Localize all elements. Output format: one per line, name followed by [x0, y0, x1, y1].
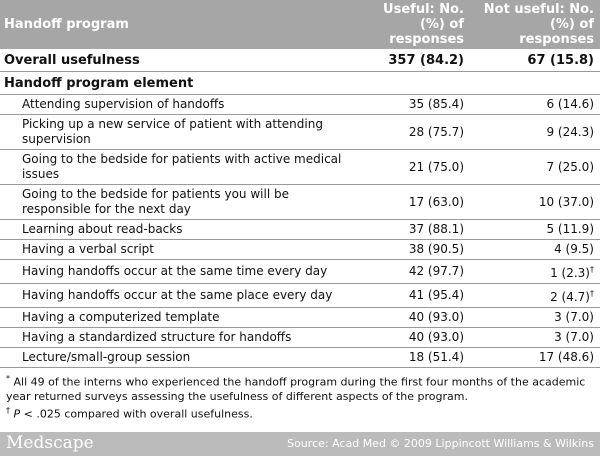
cell-value: 35 (85.4) — [408, 97, 464, 111]
cell-value: 3 (7.0) — [554, 330, 594, 344]
useful-cell: 40 (93.0) — [362, 307, 470, 328]
table-row: Having a computerized template 40 (93.0) 3… — [0, 307, 600, 328]
footer: Medscape Source: Acad Med © 2009 Lippinc… — [0, 432, 600, 456]
useful-cell: 40 (93.0) — [362, 327, 470, 348]
useful-cell: 28 (75.7) — [362, 114, 470, 150]
row-label: Learning about read-backs — [0, 219, 362, 240]
not-useful-cell: 67 (15.8) — [470, 49, 600, 72]
overall-row: Overall usefulness 357 (84.2) 67 (15.8) — [0, 49, 600, 72]
not-useful-cell: 17 (48.6) — [470, 347, 600, 368]
cell-value: 6 (14.6) — [546, 97, 594, 111]
footnote: * All 49 of the interns who experienced … — [6, 372, 594, 404]
row-label: Having handoffs occur at the same place … — [0, 283, 362, 308]
useful-cell: 38 (90.5) — [362, 239, 470, 260]
not-useful-cell: 4 (9.5) — [470, 239, 600, 260]
not-useful-cell: 9 (24.3) — [470, 114, 600, 150]
cell-value: 40 (93.0) — [408, 310, 464, 324]
table-row: Picking up a new service of patient with… — [0, 114, 600, 150]
footnote-mark: * — [6, 374, 10, 383]
table-row: Having a standardized structure for hand… — [0, 327, 600, 348]
cell-value: 42 (97.7) — [408, 264, 464, 278]
cell-value: 41 (95.4) — [408, 288, 464, 302]
footnote-text: < .025 compared with overall usefulness. — [23, 407, 253, 421]
header-cell: Useful: No. (%) of responses — [362, 0, 470, 49]
header-cell: Not useful: No. (%) of responses — [470, 0, 600, 49]
not-useful-cell: 6 (14.6) — [470, 94, 600, 115]
not-useful-cell: 1 (2.3)† — [470, 259, 600, 284]
header-cell: Handoff program — [0, 0, 362, 49]
row-label: Overall usefulness — [0, 49, 362, 72]
cell-value: 10 (37.0) — [538, 194, 594, 209]
cell-value: 3 (7.0) — [554, 310, 594, 324]
cell-value: 21 (75.0) — [408, 159, 464, 174]
not-useful-cell: 3 (7.0) — [470, 327, 600, 348]
section-label: Handoff program element — [0, 71, 600, 95]
table-row: Going to the bedside for patients with a… — [0, 149, 600, 185]
cell-value: 4 (9.5) — [554, 242, 594, 256]
table: Handoff program Useful: No. (%) of respon… — [0, 0, 600, 368]
useful-cell: 41 (95.4) — [362, 283, 470, 308]
useful-cell: 18 (51.4) — [362, 347, 470, 368]
cell-value: 17 (48.6) — [538, 350, 594, 364]
row-label: Having a computerized template — [0, 307, 362, 328]
row-label: Attending supervision of handoffs — [0, 94, 362, 115]
row-label: Going to the bedside for patients with a… — [0, 149, 362, 185]
footnote: † P < .025 compared with overall usefuln… — [6, 404, 594, 422]
row-label: Having a verbal script — [0, 239, 362, 260]
cell-value: 37 (88.1) — [408, 222, 464, 236]
useful-cell: 35 (85.4) — [362, 94, 470, 115]
not-useful-cell: 3 (7.0) — [470, 307, 600, 328]
table-row: Having a verbal script 38 (90.5) 4 (9.5) — [0, 239, 600, 260]
not-useful-cell: 2 (4.7)† — [470, 283, 600, 308]
footnote-text: All 49 of the interns who experienced th… — [6, 375, 586, 403]
cell-value: 38 (90.5) — [408, 242, 464, 256]
table-row: Going to the bedside for patients you wi… — [0, 184, 600, 220]
cell-value: 17 (63.0) — [408, 194, 464, 209]
footnote-italic: P — [13, 407, 21, 421]
useful-cell: 17 (63.0) — [362, 184, 470, 220]
cell-note: † — [590, 265, 594, 274]
row-label: Going to the bedside for patients you wi… — [0, 184, 362, 220]
header-row: Handoff program Useful: No. (%) of respon… — [0, 0, 600, 49]
table-row: Attending supervision of handoffs 35 (85.… — [0, 94, 600, 115]
cell-value: 40 (93.0) — [408, 330, 464, 344]
section-row: Handoff program element — [0, 71, 600, 95]
table-row: Lecture/small-group session 18 (51.4) 17 (… — [0, 347, 600, 368]
cell-value: 1 (2.3) — [550, 266, 590, 280]
cell-value: 5 (11.9) — [546, 222, 594, 236]
useful-cell: 357 (84.2) — [362, 49, 470, 72]
cell-value: 18 (51.4) — [408, 350, 464, 364]
useful-cell: 42 (97.7) — [362, 259, 470, 284]
not-useful-cell: 7 (25.0) — [470, 149, 600, 185]
not-useful-cell: 5 (11.9) — [470, 219, 600, 240]
useful-cell: 37 (88.1) — [362, 219, 470, 240]
table-row: Having handoffs occur at the same time e… — [0, 259, 600, 284]
useful-cell: 21 (75.0) — [362, 149, 470, 185]
row-label: Picking up a new service of patient with… — [0, 114, 362, 150]
cell-value: 28 (75.7) — [408, 124, 464, 139]
row-label: Lecture/small-group session — [0, 347, 362, 368]
logo: Medscape — [6, 433, 94, 453]
table-row: Having handoffs occur at the same place … — [0, 283, 600, 308]
table-row: Learning about read-backs 37 (88.1) 5 (11.… — [0, 219, 600, 240]
row-label: Having a standardized structure for hand… — [0, 327, 362, 348]
footnote-mark: † — [6, 405, 10, 415]
source: Source: Acad Med © 2009 Lippincott Willi… — [287, 437, 594, 450]
cell-value: 9 (24.3) — [546, 124, 594, 139]
cell-note: † — [590, 289, 594, 298]
footnotes: * All 49 of the interns who experienced … — [0, 368, 600, 424]
cell-value: 2 (4.7) — [550, 290, 590, 304]
row-label: Having handoffs occur at the same time e… — [0, 259, 362, 284]
cell-value: 7 (25.0) — [546, 159, 594, 174]
not-useful-cell: 10 (37.0) — [470, 184, 600, 220]
